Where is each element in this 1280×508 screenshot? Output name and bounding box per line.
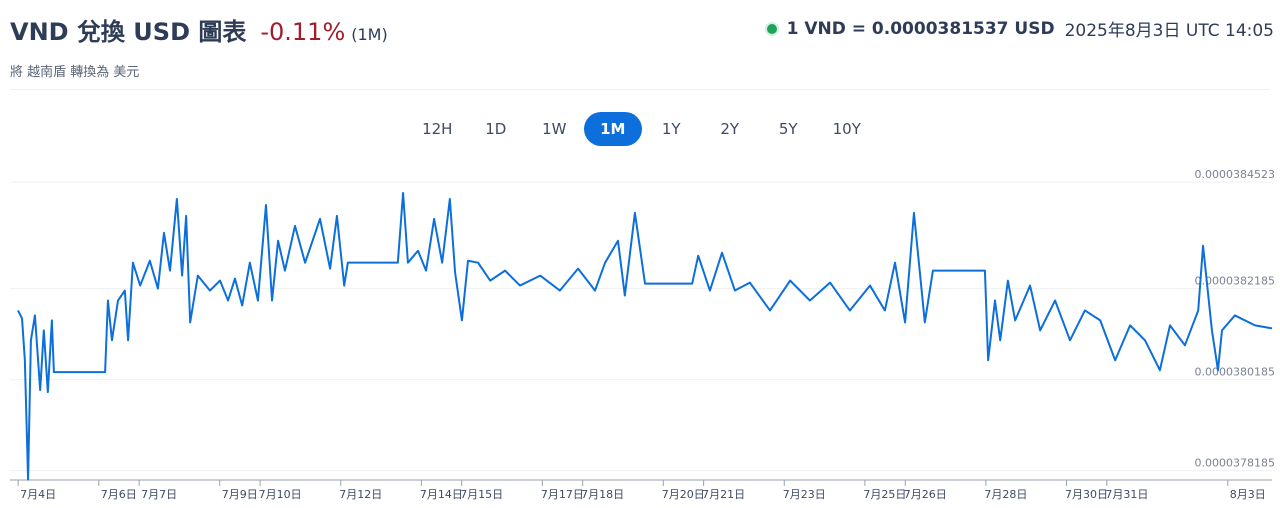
x-tick-label: 7月17日 bbox=[541, 488, 584, 501]
y-tick-label: 0.0000382185 bbox=[1195, 275, 1275, 288]
range-button[interactable]: 12H bbox=[422, 120, 453, 138]
x-tick-label: 7月4日 bbox=[20, 488, 56, 501]
x-tick-label: 7月28日 bbox=[984, 488, 1027, 501]
x-tick-label: 7月6日 bbox=[101, 488, 137, 501]
range-button[interactable]: 5Y bbox=[778, 120, 798, 138]
x-tick-label: 7月25日 bbox=[863, 488, 906, 501]
range-button[interactable]: 2Y bbox=[720, 120, 740, 138]
subtitle: 將 越南盾 轉換為 美元 bbox=[10, 65, 140, 80]
title: VND 兌換 USD 圖表 bbox=[10, 18, 247, 46]
x-tick-label: 7月23日 bbox=[783, 488, 826, 501]
range-button[interactable]: 1Y bbox=[661, 120, 681, 138]
x-tick-label: 7月26日 bbox=[904, 488, 947, 501]
range-button[interactable]: 1W bbox=[542, 120, 567, 138]
x-tick-label: 7月15日 bbox=[460, 488, 503, 501]
change: -0.11% bbox=[260, 18, 346, 46]
range-button[interactable]: 1D bbox=[485, 120, 507, 138]
x-tick-label: 7月10日 bbox=[259, 488, 302, 501]
period: (1M) bbox=[351, 25, 388, 44]
y-tick-label: 0.0000384523 bbox=[1195, 168, 1275, 181]
price-line bbox=[17, 192, 1273, 481]
x-tick-label: 7月30日 bbox=[1065, 488, 1108, 501]
range-button[interactable]: 1M bbox=[583, 112, 642, 146]
y-tick-label: 0.0000380185 bbox=[1195, 366, 1275, 379]
x-tick-label: 7月12日 bbox=[339, 488, 382, 501]
x-tick-label: 7月21日 bbox=[702, 488, 745, 501]
x-tick-label: 7月7日 bbox=[141, 488, 177, 501]
header: VND 兌換 USD 圖表 -0.11% (1M) bbox=[10, 12, 388, 47]
y-tick-label: 0.0000378185 bbox=[1195, 457, 1275, 470]
x-tick-label: 7月20日 bbox=[662, 488, 705, 501]
x-tick-label: 7月18日 bbox=[581, 488, 624, 501]
rate: 1 VND = 0.0000381537 USD bbox=[786, 18, 1055, 39]
x-tick-label: 7月31日 bbox=[1105, 488, 1148, 501]
range-button[interactable]: 10Y bbox=[832, 120, 861, 138]
rate-box: 1 VND = 0.0000381537 USD 2025年8月3日 UTC 1… bbox=[766, 16, 1274, 41]
live-dot bbox=[766, 23, 777, 34]
timestamp: 2025年8月3日 UTC 14:05 bbox=[1064, 21, 1274, 41]
x-tick-label: 7月14日 bbox=[420, 488, 463, 501]
x-tick-label: 7月9日 bbox=[222, 488, 258, 501]
x-tick-label: 8月3日 bbox=[1230, 488, 1266, 501]
divider bbox=[10, 89, 1270, 90]
range-buttons: 12H 1D 1W 1M 1Y 2Y 5Y 10Y bbox=[408, 112, 876, 146]
